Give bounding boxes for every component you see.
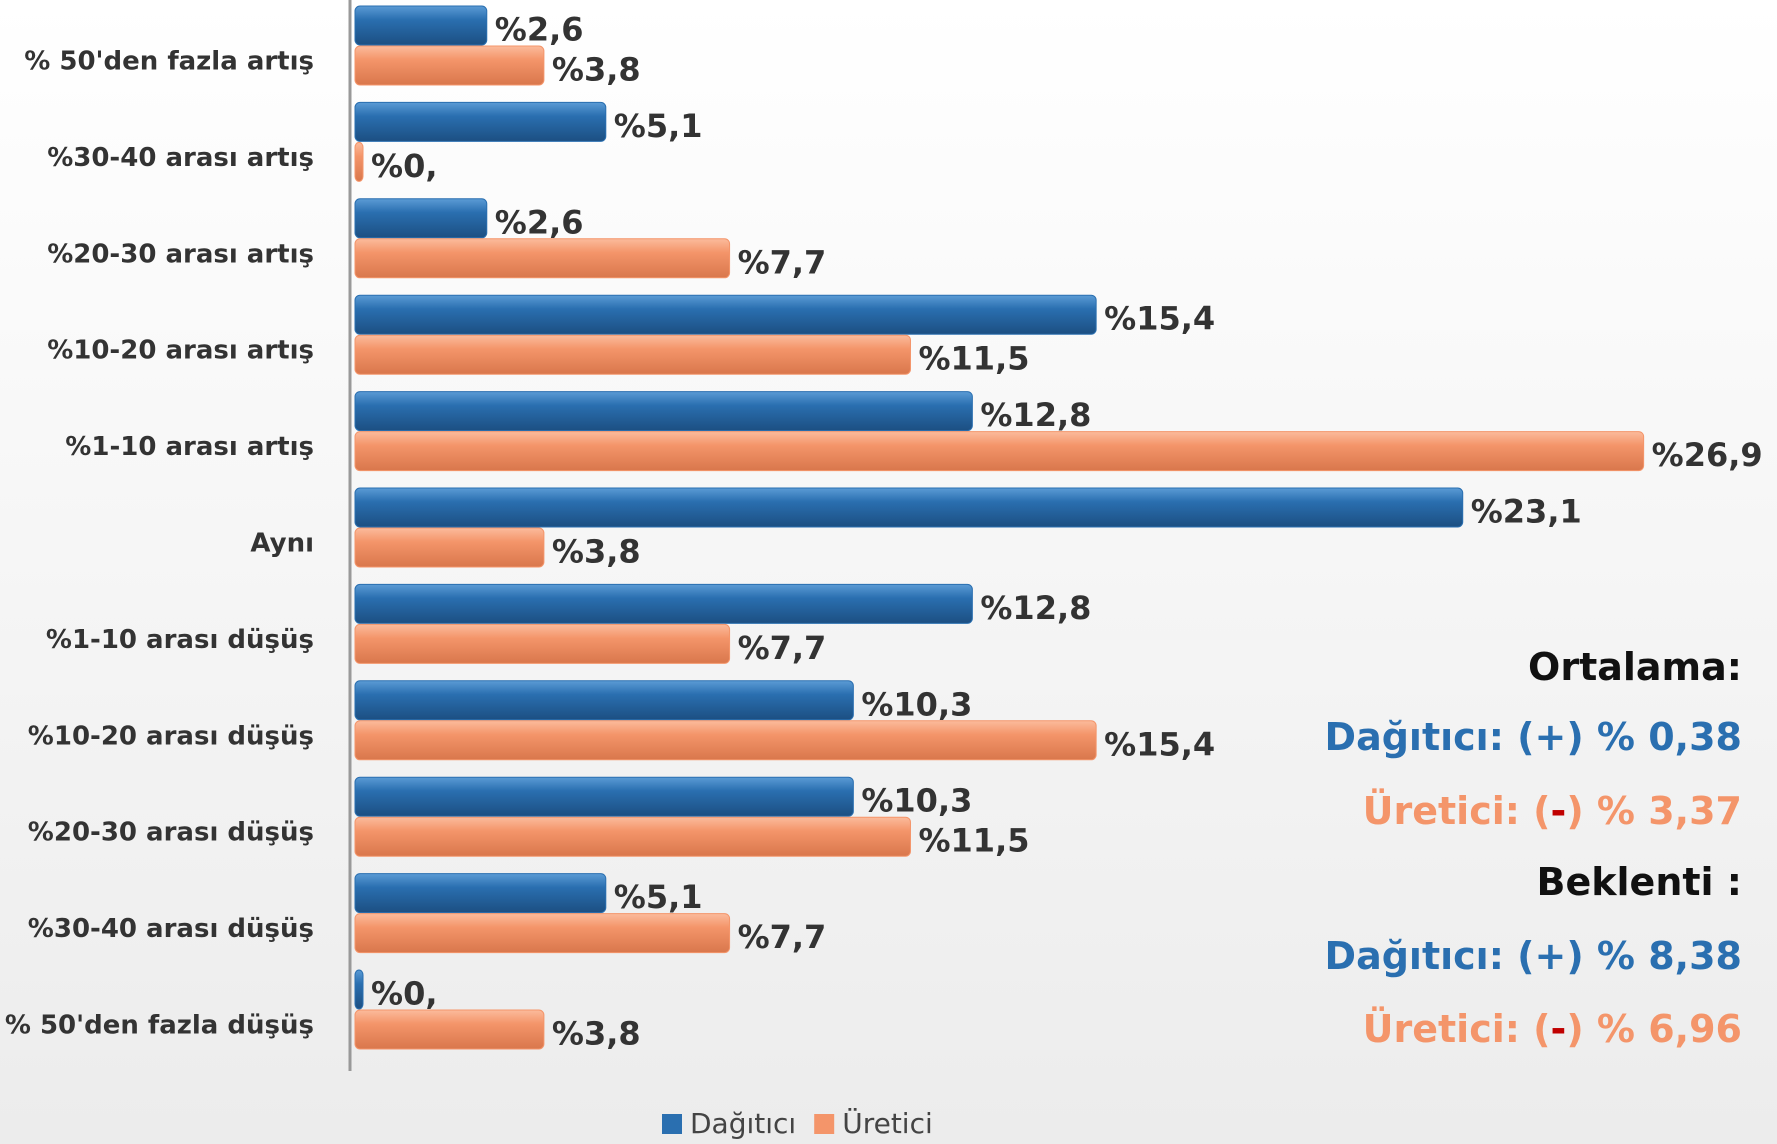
y-tick-label: % 50'den fazla artış — [24, 47, 314, 77]
bar — [354, 969, 364, 1010]
bar — [354, 527, 545, 568]
annotation-part: Üretici: ( — [1363, 1007, 1551, 1051]
annotation-part: - — [1551, 789, 1567, 833]
bar — [354, 391, 973, 432]
data-label: %0, — [371, 147, 437, 185]
data-label: %11,5 — [918, 822, 1029, 860]
bar — [354, 101, 607, 142]
annotation-part: Beklenti : — [1537, 860, 1742, 904]
legend-label: Üretici — [842, 1106, 933, 1140]
bar — [354, 720, 1097, 761]
y-tick-label: %20-30 arası artış — [47, 239, 314, 269]
y-tick-label: %20-30 arası düşüş — [28, 818, 314, 848]
bar — [354, 141, 364, 182]
data-label: %12,8 — [980, 589, 1091, 627]
bar — [354, 238, 731, 279]
data-label: %7,7 — [738, 918, 827, 956]
bar — [354, 913, 731, 954]
y-tick-label: %30-40 arası düşüş — [28, 914, 314, 944]
data-label: %10,3 — [861, 685, 972, 723]
data-label: %12,8 — [980, 396, 1091, 434]
bar — [354, 873, 607, 914]
data-label: %15,4 — [1104, 300, 1215, 338]
bar — [354, 583, 973, 624]
annotation: Dağıtıcı: (+) % 0,38 — [1325, 715, 1742, 759]
annotation: Ortalama: — [1528, 645, 1742, 689]
annotation: Beklenti : — [1537, 860, 1742, 904]
annotation: Dağıtıcı: (+) % 8,38 — [1325, 934, 1742, 978]
bar — [354, 816, 911, 857]
data-label: %5,1 — [614, 107, 703, 145]
y-tick-label: %10-20 arası artış — [47, 336, 314, 366]
data-label: %7,7 — [738, 243, 827, 281]
data-label: %15,4 — [1104, 725, 1215, 763]
bar — [354, 45, 545, 86]
legend-label: Dağıtıcı — [690, 1107, 796, 1140]
data-label: %10,3 — [861, 782, 972, 820]
annotation: Üretici: (-) % 6,96 — [1363, 1007, 1742, 1051]
y-tick-label: %10-20 arası düşüş — [28, 721, 314, 751]
data-label: %23,1 — [1471, 493, 1582, 531]
annotation: Üretici: (-) % 3,37 — [1363, 789, 1742, 833]
data-label: %3,8 — [552, 533, 641, 571]
annotation-part: ) % 6,96 — [1566, 1007, 1742, 1051]
data-label: %0, — [371, 975, 437, 1013]
data-label: %3,8 — [552, 1015, 641, 1053]
y-tick-label: Aynı — [250, 529, 314, 559]
bar — [354, 776, 854, 817]
data-label: %3,8 — [552, 51, 641, 89]
bar — [354, 198, 488, 239]
bar — [354, 5, 488, 46]
annotation-part: Dağıtıcı: (+) % 0,38 — [1325, 715, 1742, 759]
data-label: %7,7 — [738, 629, 827, 667]
bar — [354, 623, 731, 664]
y-tick-label: %30-40 arası artış — [47, 143, 314, 173]
y-tick-label: %1-10 arası artış — [65, 432, 314, 462]
legend-swatch — [814, 1114, 835, 1134]
annotation-part: Ortalama: — [1528, 645, 1742, 689]
bar — [354, 431, 1645, 472]
y-tick-label: % 50'den fazla düşüş — [5, 1011, 314, 1041]
annotation-part: Üretici: ( — [1363, 789, 1551, 833]
y-tick-label: %1-10 arası düşüş — [46, 625, 314, 655]
legend-swatch — [662, 1114, 682, 1134]
data-label: %11,5 — [918, 340, 1029, 378]
bar — [354, 294, 1097, 335]
annotation-part: - — [1551, 1007, 1567, 1051]
bar — [354, 487, 1464, 528]
data-label: %5,1 — [614, 878, 703, 916]
data-label: %2,6 — [495, 11, 584, 49]
data-label: %2,6 — [495, 203, 584, 241]
bar — [354, 680, 854, 721]
data-label: %26,9 — [1652, 436, 1763, 474]
annotation-part: ) % 3,37 — [1566, 789, 1742, 833]
annotation-part: Dağıtıcı: (+) % 8,38 — [1325, 934, 1742, 978]
bar — [354, 334, 911, 375]
bar — [354, 1009, 545, 1050]
